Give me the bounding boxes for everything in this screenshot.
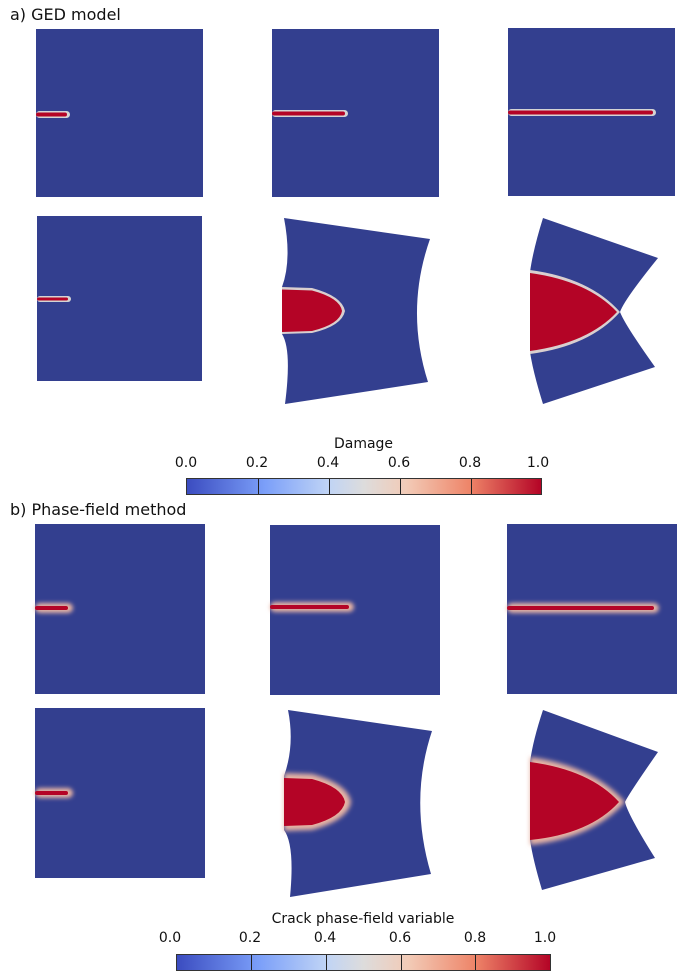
colorbar-a-tick-label: 0.6 <box>387 455 411 471</box>
colorbar-b-tick-label: 0.2 <box>238 930 262 946</box>
pf-panel-3 <box>507 524 677 694</box>
ged-panel-4 <box>37 216 202 381</box>
ged-panel-1 <box>36 29 203 197</box>
colorbar-b-tick-label: 1.0 <box>533 930 557 946</box>
ged-panel-5 <box>282 218 430 404</box>
ged-panel-3 <box>508 28 675 196</box>
colorbar-b-title: Crack phase-field variable <box>271 911 455 927</box>
colorbar-a-tick-label: 0.0 <box>174 455 198 471</box>
colorbar-b-tick <box>475 955 476 970</box>
colorbar-a-tick <box>471 479 472 494</box>
colorbar-a-tick-label: 0.8 <box>458 455 482 471</box>
colorbar-a-tick-label: 1.0 <box>526 455 550 471</box>
section-a-title: a) GED model <box>10 5 121 24</box>
colorbar-b-tick-label: 0.4 <box>313 930 337 946</box>
pf-panel-6 <box>530 710 658 890</box>
colorbar-b-tick <box>251 955 252 970</box>
section-b-title: b) Phase-field method <box>10 500 187 519</box>
colorbar-a-tick <box>400 479 401 494</box>
pf-panel-4 <box>35 708 205 878</box>
colorbar-b-tick <box>326 955 327 970</box>
colorbar-b-tick-label: 0.8 <box>463 930 487 946</box>
colorbar-a-tick-label: 0.4 <box>316 455 340 471</box>
colorbar-b-tick-label: 0.0 <box>158 930 182 946</box>
colorbar-a-tick-label: 0.2 <box>245 455 269 471</box>
ged-panel-6 <box>530 218 658 404</box>
colorbar-a <box>186 478 542 495</box>
pf-panel-1 <box>35 524 205 694</box>
colorbar-b-tick <box>401 955 402 970</box>
colorbar-a-title: Damage <box>333 436 394 452</box>
colorbar-a-tick <box>329 479 330 494</box>
ged-panel-2 <box>272 29 439 197</box>
colorbar-b <box>176 954 551 971</box>
pf-panel-5 <box>284 710 432 897</box>
pf-panel-2 <box>270 525 440 695</box>
colorbar-a-tick <box>258 479 259 494</box>
colorbar-b-tick-label: 0.6 <box>388 930 412 946</box>
